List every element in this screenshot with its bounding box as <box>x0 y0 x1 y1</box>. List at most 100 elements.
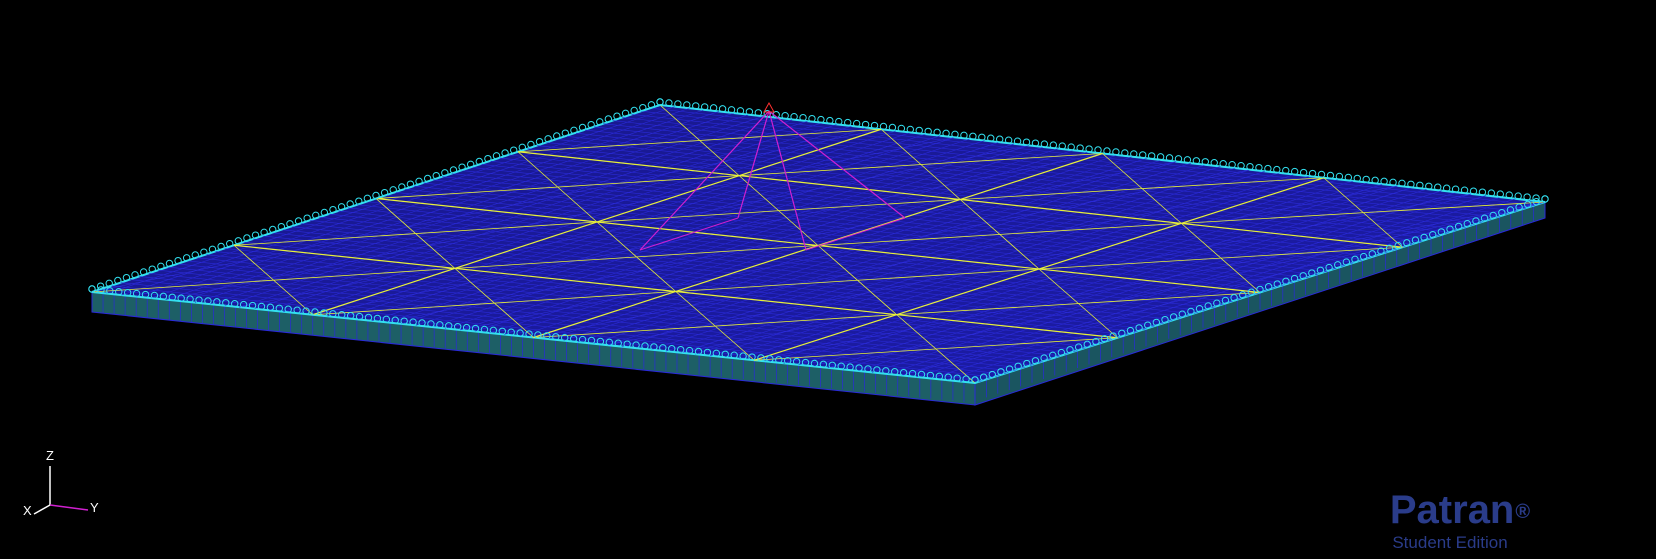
constraint-marker-icon <box>222 299 230 307</box>
constraint-marker-icon <box>1362 175 1370 184</box>
constraint-marker-icon <box>783 356 792 365</box>
constraint-marker-icon <box>1515 203 1523 211</box>
constraint-marker-icon <box>346 311 355 320</box>
constraint-marker-icon <box>1255 163 1263 172</box>
constraint-marker-icon <box>1058 142 1066 150</box>
constraint-marker-icon <box>1316 266 1325 275</box>
constraint-marker-icon <box>1506 206 1515 214</box>
constraint-marker-icon <box>1472 217 1480 225</box>
constraint-marker-icon <box>122 273 131 282</box>
constraint-marker-icon <box>837 362 845 370</box>
constraint-marker-icon <box>382 315 391 324</box>
constraint-marker-icon <box>1532 198 1541 206</box>
constraint-marker-icon <box>1403 239 1411 247</box>
constraint-marker-icon <box>659 344 667 352</box>
constraint-marker-icon <box>380 188 389 197</box>
constraint-marker-icon <box>570 126 578 135</box>
geometry-lines <box>91 104 1546 384</box>
constraint-marker-icon <box>1210 159 1218 167</box>
constraint-marker-icon <box>1335 172 1344 181</box>
constraint-marker-icon <box>1237 161 1245 170</box>
plate-side-element-lines <box>102 205 1534 402</box>
constraint-marker-icon <box>1273 280 1281 288</box>
constraint-marker-icon <box>1273 165 1281 174</box>
constraint-marker-icon <box>1121 149 1129 157</box>
constraint-marker-icon <box>303 214 311 222</box>
constraint-marker-icon <box>1161 315 1169 324</box>
constraint-marker-icon <box>801 358 810 367</box>
constraint-marker-icon <box>525 330 533 338</box>
constraint-marker-icon <box>888 123 897 132</box>
constraint-marker-icon <box>835 117 843 126</box>
constraint-marker-icon <box>1425 182 1433 190</box>
load-line <box>805 217 906 251</box>
constraint-marker-icon <box>700 103 709 111</box>
constraint-marker-icon <box>799 113 807 122</box>
constraint-marker-icon <box>926 371 935 380</box>
constraint-marker-icon <box>453 322 462 331</box>
constraint-marker-icon <box>1434 183 1442 191</box>
constraint-marker-icon <box>132 289 141 298</box>
constraint-marker-icon <box>364 313 373 322</box>
constraint-marker-icon <box>1505 191 1513 199</box>
constraint-marker-icon <box>727 106 736 114</box>
constraint-marker-icon <box>1290 167 1299 176</box>
constraint-marker-icon <box>277 222 286 231</box>
constraint-marker-icon <box>518 143 527 152</box>
constraint-marker-icon <box>1195 304 1204 313</box>
geometry-diagonal <box>880 128 961 200</box>
load-line <box>639 217 739 251</box>
constraint-marker-icon <box>810 359 819 368</box>
constraint-marker-icon <box>1152 318 1161 327</box>
constraint-marker-icon <box>286 220 294 228</box>
constraint-marker-icon <box>1353 174 1361 183</box>
constraint-marker-icon <box>400 317 408 325</box>
plate-top-mesh[interactable] <box>91 103 1546 385</box>
constraint-marker-icon <box>1066 346 1074 354</box>
geometry-diagonal <box>1323 177 1403 248</box>
constraint-marker-icon <box>668 345 676 353</box>
constraint-marker-icon <box>466 160 475 169</box>
constraint-marker-icon <box>971 376 979 384</box>
constraint-marker-icon <box>458 163 466 171</box>
constraint-marker-icon <box>409 318 417 326</box>
constraint-marker-icon <box>552 333 560 341</box>
constraint-marker-icon <box>1351 255 1359 264</box>
constraint-marker-icon <box>906 125 915 134</box>
constraint-marker-icon <box>897 124 906 133</box>
constraint-marker-icon <box>1480 214 1489 222</box>
triad-x-label: X <box>23 503 32 518</box>
constraint-marker-icon <box>987 134 995 142</box>
constraint-marker-icon <box>449 166 458 174</box>
constraint-marker-icon <box>436 321 444 329</box>
constraint-marker-icon <box>159 292 168 301</box>
constraint-marker-icon <box>739 352 747 360</box>
constraint-marker-icon <box>105 279 113 288</box>
constraint-marker-icon <box>1100 335 1109 343</box>
constraint-marker-icon <box>516 329 524 337</box>
constraint-marker-icon <box>1489 211 1497 220</box>
constraint-marker-icon <box>1156 153 1165 161</box>
constraint-marker-icon <box>1178 310 1186 318</box>
geometry-diagonal <box>1102 153 1182 224</box>
constraint-marker-icon <box>676 345 685 354</box>
constraint-marker-icon <box>944 373 952 381</box>
constraint-marker-icon <box>1139 151 1147 159</box>
constraint-marker-icon <box>251 231 260 239</box>
constraint-marker-icon <box>709 104 718 112</box>
constraint-marker-icon <box>1067 143 1075 151</box>
constraint-marker-icon <box>819 360 828 369</box>
constraint-marker-icon <box>578 123 587 132</box>
constraint-marker-icon <box>1377 247 1385 255</box>
student-edition-label: Student Edition <box>1392 533 1508 552</box>
geometry-diagonal <box>659 104 740 176</box>
constraint-marker-icon <box>1326 171 1335 180</box>
constraint-marker-icon <box>1442 184 1451 192</box>
constraint-marker-icon <box>373 314 382 323</box>
constraint-marker-icon <box>1126 326 1135 335</box>
constraint-marker-icon <box>507 328 515 336</box>
constraint-marker-icon <box>423 174 432 183</box>
constraint-marker-icon <box>150 291 159 300</box>
constraint-marker-icon <box>498 327 506 335</box>
